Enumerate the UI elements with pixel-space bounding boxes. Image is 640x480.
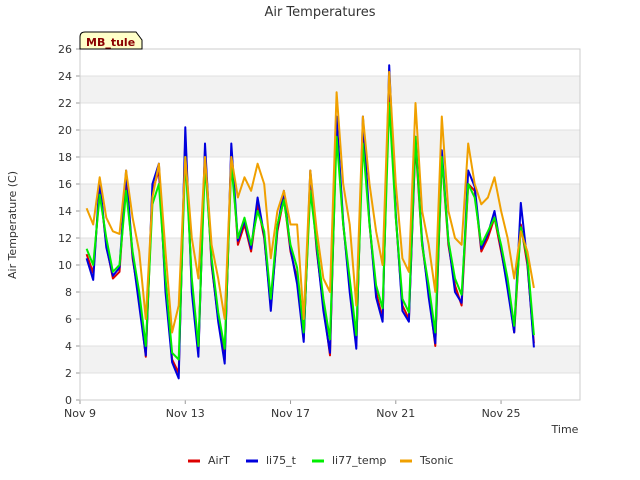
y-tick-label: 2	[65, 367, 72, 380]
site-label: MB_tule	[86, 36, 135, 49]
chart-title: Air Temperatures	[264, 5, 375, 20]
legend: AirT li75_t li77_temp Tsonic	[188, 454, 453, 467]
x-tick-label: Nov 25	[482, 407, 521, 420]
series-line-tsonic	[85, 70, 535, 334]
legend-label: Tsonic	[419, 454, 453, 467]
plot-frame	[79, 48, 581, 401]
legend-label: li77_temp	[332, 454, 386, 467]
legend-label: li75_t	[266, 454, 297, 467]
y-tick-label: 18	[58, 151, 72, 164]
legend-label: AirT	[208, 454, 230, 467]
y-tick-label: 26	[58, 43, 72, 56]
x-axis-label: Time	[551, 423, 579, 436]
grid-band	[80, 49, 580, 76]
y-tick-label: 0	[65, 394, 72, 407]
grid-band	[80, 76, 580, 103]
grid-band	[80, 157, 580, 184]
y-tick-label: 14	[58, 205, 72, 218]
y-tick-label: 24	[58, 70, 72, 83]
x-tick-label: Nov 13	[166, 407, 205, 420]
x-axis-ticks: Nov 9 Nov 13 Nov 17 Nov 21 Nov 25	[64, 400, 521, 420]
y-tick-label: 22	[58, 97, 72, 110]
grid-band	[80, 103, 580, 130]
y-tick-label: 12	[58, 232, 72, 245]
series-lines	[85, 64, 535, 380]
y-tick-label: 6	[65, 313, 72, 326]
x-tick-label: Nov 21	[376, 407, 415, 420]
grid-band	[80, 130, 580, 157]
site-label-tag: MB_tule	[79, 31, 143, 50]
x-tick-label: Nov 17	[271, 407, 310, 420]
y-axis-label: Air Temperature (C)	[6, 171, 19, 279]
grid-band	[80, 373, 580, 400]
y-tick-label: 10	[58, 259, 72, 272]
x-tick-label: Nov 9	[64, 407, 96, 420]
y-tick-label: 16	[58, 178, 72, 191]
y-tick-label: 8	[65, 286, 72, 299]
y-tick-label: 20	[58, 124, 72, 137]
y-tick-label: 4	[65, 340, 72, 353]
